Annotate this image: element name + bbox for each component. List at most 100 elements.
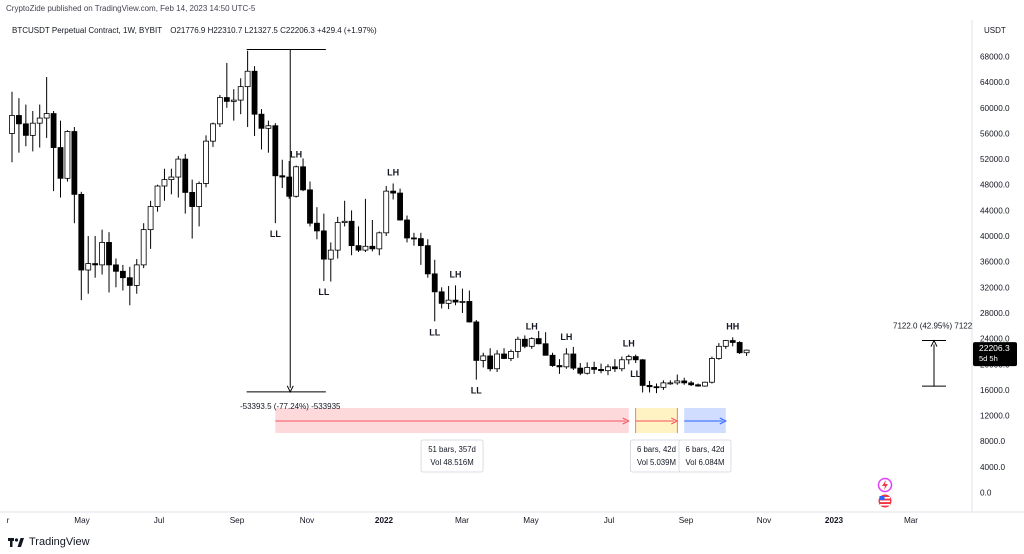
candle[interactable]: [397, 188, 403, 221]
candle[interactable]: [286, 161, 293, 199]
date-range-2[interactable]: 6 bars, 42d Vol 5.039M: [630, 408, 683, 473]
candle[interactable]: [126, 266, 133, 306]
candle[interactable]: [715, 343, 722, 360]
candle[interactable]: [251, 66, 258, 137]
candle[interactable]: [64, 130, 71, 182]
candle[interactable]: [508, 349, 514, 362]
candle[interactable]: [681, 377, 688, 385]
candle[interactable]: [216, 94, 223, 128]
candle[interactable]: [334, 216, 341, 259]
candle[interactable]: [632, 354, 639, 363]
measure-rally[interactable]: 7122.0 (42.95%) 7122: [893, 322, 973, 387]
candle[interactable]: [43, 77, 50, 138]
candle[interactable]: [168, 168, 175, 195]
candle[interactable]: [244, 50, 251, 128]
candle[interactable]: [452, 285, 459, 306]
candle[interactable]: [612, 359, 618, 372]
candle[interactable]: [625, 354, 632, 365]
candle[interactable]: [466, 290, 473, 323]
candle[interactable]: [695, 383, 701, 387]
candle[interactable]: [660, 380, 667, 390]
candle[interactable]: [355, 226, 362, 253]
candle[interactable]: [431, 259, 438, 322]
candle[interactable]: [175, 155, 182, 198]
candle[interactable]: [556, 359, 563, 374]
candle[interactable]: [119, 264, 126, 291]
time-axis[interactable]: r May Jul Sep Nov 2022 Mar May Jul Sep Nov 2023 Mar: [7, 516, 919, 525]
candle[interactable]: [563, 348, 570, 369]
candle[interactable]: [514, 336, 521, 358]
candle[interactable]: [203, 135, 209, 188]
candle[interactable]: [653, 383, 660, 394]
candle[interactable]: [140, 223, 147, 269]
candle[interactable]: [258, 109, 265, 150]
candle[interactable]: [549, 352, 556, 367]
candle[interactable]: [577, 362, 584, 376]
candle[interactable]: [57, 120, 64, 198]
candle[interactable]: [417, 232, 424, 265]
candle[interactable]: [445, 286, 452, 310]
candle[interactable]: [71, 127, 78, 224]
candle[interactable]: [196, 181, 203, 227]
candle[interactable]: [709, 356, 715, 384]
candle[interactable]: [369, 220, 376, 252]
candle[interactable]: [327, 242, 334, 282]
candle[interactable]: [598, 363, 604, 374]
candle[interactable]: [459, 288, 466, 313]
candle[interactable]: [16, 98, 22, 153]
candle[interactable]: [480, 352, 487, 368]
candle[interactable]: [362, 198, 369, 253]
candle[interactable]: [674, 374, 681, 385]
candle[interactable]: [618, 356, 625, 372]
price-axis[interactable]: 68000.0 64000.0 60000.0 56000.0 52000.0 48000…: [980, 53, 1010, 498]
candle[interactable]: [265, 120, 272, 153]
candle[interactable]: [237, 78, 244, 115]
candle[interactable]: [383, 186, 390, 237]
candle[interactable]: [85, 236, 92, 294]
candle[interactable]: [722, 339, 729, 349]
date-ranges[interactable]: 51 bars, 357d Vol 48.516M 6 bars, 42d Vol 5…: [275, 408, 732, 473]
candle[interactable]: [487, 348, 494, 372]
candle[interactable]: [542, 332, 549, 356]
candle[interactable]: [182, 153, 189, 214]
candle[interactable]: [348, 210, 355, 256]
candle[interactable]: [189, 179, 196, 239]
candle[interactable]: [528, 337, 535, 349]
candle[interactable]: [293, 165, 300, 198]
candle[interactable]: [223, 62, 230, 108]
candle[interactable]: [639, 359, 646, 393]
date-range-3[interactable]: 6 bars, 42d Vol 6.084M: [678, 408, 732, 473]
date-range-1[interactable]: 51 bars, 357d Vol 48.516M: [275, 408, 630, 473]
candle[interactable]: [36, 104, 43, 148]
candle[interactable]: [535, 330, 542, 345]
candle[interactable]: [154, 184, 161, 212]
candle[interactable]: [50, 111, 57, 192]
candle[interactable]: [521, 335, 528, 349]
event-markers[interactable]: [877, 477, 893, 508]
candle[interactable]: [570, 346, 577, 371]
candle[interactable]: [9, 91, 15, 163]
candle[interactable]: [320, 213, 327, 281]
candle[interactable]: [729, 337, 736, 347]
candle[interactable]: [272, 123, 279, 224]
candle[interactable]: [22, 104, 29, 147]
candle[interactable]: [591, 361, 598, 374]
candle[interactable]: [133, 259, 140, 294]
current-price-tag[interactable]: 22206.35d 5h: [973, 342, 1017, 367]
candle[interactable]: [99, 229, 105, 275]
candle[interactable]: [646, 380, 653, 393]
candle[interactable]: [501, 348, 507, 360]
candle[interactable]: [473, 320, 480, 380]
candle[interactable]: [424, 239, 431, 278]
candle[interactable]: [404, 215, 410, 243]
candle[interactable]: [300, 158, 306, 192]
candle[interactable]: [147, 200, 154, 249]
candle[interactable]: [307, 181, 313, 227]
candle[interactable]: [161, 168, 168, 201]
candle[interactable]: [390, 183, 397, 200]
candle[interactable]: [230, 89, 237, 121]
candles[interactable]: [9, 50, 750, 394]
candle[interactable]: [78, 191, 85, 301]
candle[interactable]: [688, 380, 695, 387]
